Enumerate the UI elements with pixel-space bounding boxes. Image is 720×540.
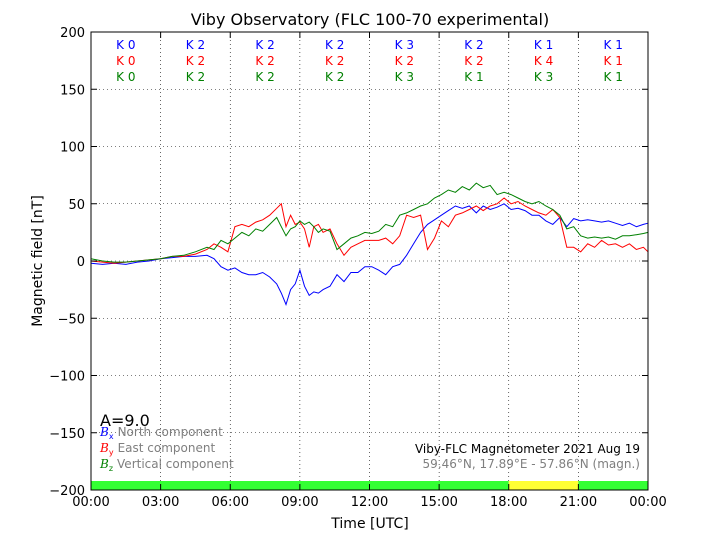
k-index-label: K 1 xyxy=(604,38,623,52)
legend-entry: Bz Vertical component xyxy=(99,457,234,473)
x-tick-label: 00:00 xyxy=(629,495,666,510)
y-tick-label: 50 xyxy=(68,198,85,213)
x-tick-label: 21:00 xyxy=(560,495,597,510)
k-index-label: K 2 xyxy=(186,70,205,84)
a-index: A=9.0 xyxy=(100,411,150,430)
k-index-label: K 1 xyxy=(464,70,483,84)
data-series xyxy=(90,182,649,306)
legend-entry: By East component xyxy=(99,441,215,457)
k-index-label: K 2 xyxy=(255,54,274,68)
k-index-label: K 2 xyxy=(325,70,344,84)
x-tick-label: 06:00 xyxy=(212,495,249,510)
k-index-label: K 1 xyxy=(604,70,623,84)
k-index-label: K 2 xyxy=(186,38,205,52)
x-axis-label: Time [UTC] xyxy=(330,516,408,532)
y-tick-label: 200 xyxy=(60,26,85,41)
k-index-label: K 2 xyxy=(255,70,274,84)
info-line-2: 59.46°N, 17.89°E - 57.86°N (magn.) xyxy=(423,457,640,471)
info-line-1: Viby-FLC Magnetometer 2021 Aug 19 xyxy=(415,442,640,456)
k-index-label: K 2 xyxy=(325,38,344,52)
series-line-1 xyxy=(90,197,649,264)
x-tick-label: 00:00 xyxy=(72,495,109,510)
x-tick-label: 15:00 xyxy=(420,495,457,510)
y-tick-label: −100 xyxy=(49,370,85,385)
y-tick-label: −150 xyxy=(49,427,85,442)
k-index-label: K 3 xyxy=(534,70,553,84)
k-index-label: K 4 xyxy=(534,54,553,68)
k-index-label: K 2 xyxy=(186,54,205,68)
k-index-label: K 2 xyxy=(325,54,344,68)
k-index-label: K 1 xyxy=(604,54,623,68)
chart-title: Viby Observatory (FLC 100-70 experimenta… xyxy=(191,10,550,29)
k-index-label: K 2 xyxy=(395,54,414,68)
y-tick-label: 150 xyxy=(60,83,85,98)
y-tick-label: 100 xyxy=(60,141,85,156)
k-index-label: K 0 xyxy=(116,38,135,52)
k-index-labels: K 0 K 2 K 2 K 2 K 3 K 2 K 1 K 1 K 0 K 2 K 2 K 2 K 2 K… xyxy=(116,38,623,84)
activity-segment xyxy=(508,481,579,490)
k-index-label: K 0 xyxy=(116,54,135,68)
x-tick-label: 03:00 xyxy=(142,495,179,510)
legend-entry: Bx North component xyxy=(99,425,223,441)
k-index-label: K 2 xyxy=(255,38,274,52)
y-tick-label: −200 xyxy=(49,484,85,499)
series-line-2 xyxy=(90,182,649,263)
grid-lines xyxy=(91,32,648,490)
k-index-label: K 1 xyxy=(534,38,553,52)
x-tick-label: 12:00 xyxy=(351,495,388,510)
k-index-label: K 2 xyxy=(464,38,483,52)
x-tick-label: 09:00 xyxy=(281,495,318,510)
x-tick-label: 18:00 xyxy=(490,495,527,510)
k-index-label: K 3 xyxy=(395,38,414,52)
y-tick-label: 0 xyxy=(77,255,85,270)
y-axis-label: Magnetic field [nT] xyxy=(30,195,46,327)
k-index-label: K 0 xyxy=(116,70,135,84)
axis-ticks: 00:00 03:00 06:00 09:00 12:00 15:00 18:00 21:00… xyxy=(49,26,666,510)
k-index-label: K 2 xyxy=(464,54,483,68)
series-line-0 xyxy=(90,203,649,306)
k-index-label: K 3 xyxy=(395,70,414,84)
activity-segment xyxy=(578,481,648,490)
y-tick-label: −50 xyxy=(58,312,85,327)
